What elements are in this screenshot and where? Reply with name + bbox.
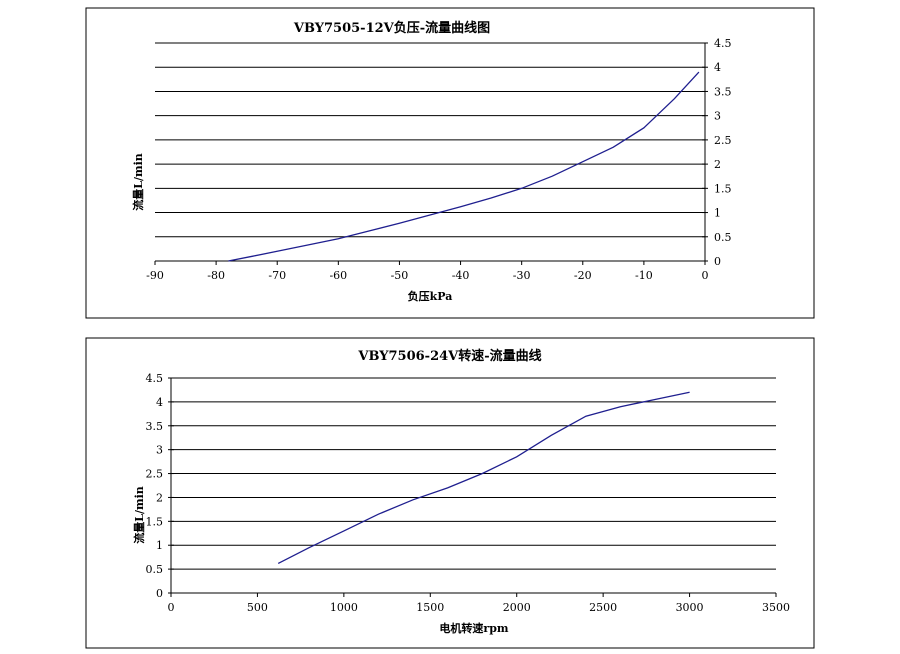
chart-2-y-tick-label: 1 — [156, 539, 163, 552]
chart-2-x-tick-labels: 0 500 1000 1500 2000 2500 3000 3500 — [168, 593, 790, 614]
chart-1-y-tick-label: 1.5 — [714, 182, 732, 195]
chart-1-y-tick-label: 4 — [714, 61, 721, 74]
chart-1-x-axis-label: 负压kPa — [408, 289, 453, 303]
chart-1-y-axis-label: 流量L/min — [131, 153, 145, 211]
chart-2-x-tick-label: 1000 — [330, 601, 358, 614]
chart-1-y-tick-label: 1 — [714, 207, 721, 220]
chart-1-y-tick-label: 0.5 — [714, 231, 732, 244]
chart-1-x-tick-label: -90 — [146, 269, 164, 282]
chart-1-y-tick-label: 2.5 — [714, 134, 732, 147]
chart-1-gridlines — [155, 42, 705, 238]
chart-2-y-tick-label: 2 — [156, 491, 163, 504]
chart-1-y-tick-label: 3.5 — [714, 85, 732, 98]
chart-2-y-axis-label: 流量L/min — [132, 486, 146, 544]
chart-1-series-line — [228, 71, 700, 262]
chart-2-y-tick-label: 2.5 — [146, 468, 164, 481]
chart-1-x-tick-label: 0 — [702, 269, 709, 282]
chart-1-y-tick-label: 4.5 — [714, 37, 732, 50]
chart-2-gridlines — [171, 377, 776, 570]
chart-1-x-tick-label: -30 — [513, 269, 531, 282]
chart-1-y-tick-label: 3 — [714, 110, 721, 123]
chart-1-x-tick-label: -50 — [391, 269, 409, 282]
chart-1-x-tick-label: -40 — [452, 269, 470, 282]
chart-2-y-tick-label: 4.5 — [146, 372, 164, 385]
chart-2-x-tick-label: 3000 — [676, 601, 704, 614]
chart-2-frame — [85, 337, 815, 649]
chart-2-x-tick-label: 3500 — [762, 601, 790, 614]
chart-1-x-tick-label: -20 — [574, 269, 592, 282]
chart-2-y-tick-label: 4 — [156, 396, 163, 409]
chart-2-y-tick-label: 3.5 — [146, 420, 164, 433]
chart-1-frame — [85, 7, 815, 319]
chart-2-x-tick-label: 1500 — [416, 601, 444, 614]
chart-2-y-tick-label: 0 — [156, 587, 163, 600]
chart-2-x-tick-label: 500 — [247, 601, 268, 614]
chart-1-y-tick-labels: 0 0.5 1 1.5 2 2.5 3 3.5 4 4.5 — [702, 37, 732, 268]
chart-2-y-tick-label: 1.5 — [146, 515, 164, 528]
chart-2-x-tick-label: 0 — [168, 601, 175, 614]
chart-1-x-tick-label: -70 — [268, 269, 286, 282]
chart-2-y-tick-label: 0.5 — [146, 563, 164, 576]
chart-2-x-axis-label: 电机转速rpm — [439, 621, 508, 635]
chart-2-y-tick-label: 3 — [156, 444, 163, 457]
chart-2-series-line — [277, 391, 690, 564]
chart-1-title: VBY7505-12V负压-流量曲线图 — [293, 20, 490, 36]
chart-1-y-tick-label: 0 — [714, 255, 721, 268]
chart-2: VBY7506-24V转速-流量曲线 0 500 1000 1500 2000 2500 3… — [85, 337, 815, 649]
chart-1-y-tick-label: 2 — [714, 158, 721, 171]
chart-1-x-tick-label: -10 — [635, 269, 653, 282]
chart-1-x-tick-labels: -90 -80 -70 -60 -50 -40 -30 -20 -10 0 — [146, 261, 709, 282]
chart-1-x-tick-label: -60 — [329, 269, 347, 282]
chart-1-x-tick-label: -80 — [207, 269, 225, 282]
chart-2-y-tick-labels: 0 0.5 1 1.5 2 2.5 3 3.5 4 4.5 — [146, 372, 174, 600]
chart-1: VBY7505-12V负压-流量曲线图 -90 -80 -70 -60 -50 -40 -3… — [85, 7, 815, 319]
chart-2-x-tick-label: 2500 — [589, 601, 617, 614]
chart-2-x-tick-label: 2000 — [503, 601, 531, 614]
chart-2-title: VBY7506-24V转速-流量曲线 — [357, 348, 541, 364]
